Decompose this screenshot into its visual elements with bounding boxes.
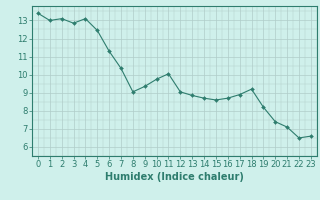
X-axis label: Humidex (Indice chaleur): Humidex (Indice chaleur) [105,172,244,182]
